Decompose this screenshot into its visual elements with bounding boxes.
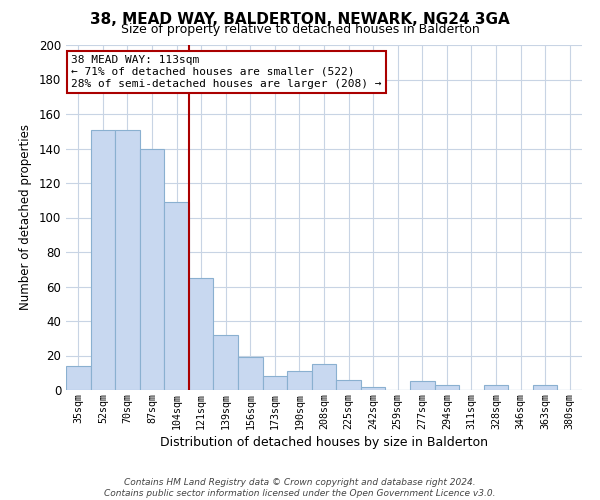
Y-axis label: Number of detached properties: Number of detached properties bbox=[19, 124, 32, 310]
Bar bbox=[115, 130, 140, 390]
Bar bbox=[91, 130, 115, 390]
Text: Size of property relative to detached houses in Balderton: Size of property relative to detached ho… bbox=[121, 22, 479, 36]
Bar bbox=[214, 335, 238, 390]
Text: Contains HM Land Registry data © Crown copyright and database right 2024.
Contai: Contains HM Land Registry data © Crown c… bbox=[104, 478, 496, 498]
Bar bbox=[263, 376, 287, 390]
Text: 38 MEAD WAY: 113sqm
← 71% of detached houses are smaller (522)
28% of semi-detac: 38 MEAD WAY: 113sqm ← 71% of detached ho… bbox=[71, 56, 382, 88]
X-axis label: Distribution of detached houses by size in Balderton: Distribution of detached houses by size … bbox=[160, 436, 488, 448]
Bar bbox=[66, 366, 91, 390]
Bar bbox=[533, 385, 557, 390]
Bar bbox=[434, 385, 459, 390]
Bar bbox=[238, 357, 263, 390]
Bar bbox=[336, 380, 361, 390]
Bar bbox=[361, 386, 385, 390]
Bar bbox=[312, 364, 336, 390]
Text: 38, MEAD WAY, BALDERTON, NEWARK, NG24 3GA: 38, MEAD WAY, BALDERTON, NEWARK, NG24 3G… bbox=[90, 12, 510, 28]
Bar bbox=[287, 371, 312, 390]
Bar bbox=[164, 202, 189, 390]
Bar bbox=[484, 385, 508, 390]
Bar bbox=[140, 148, 164, 390]
Bar bbox=[189, 278, 214, 390]
Bar bbox=[410, 382, 434, 390]
